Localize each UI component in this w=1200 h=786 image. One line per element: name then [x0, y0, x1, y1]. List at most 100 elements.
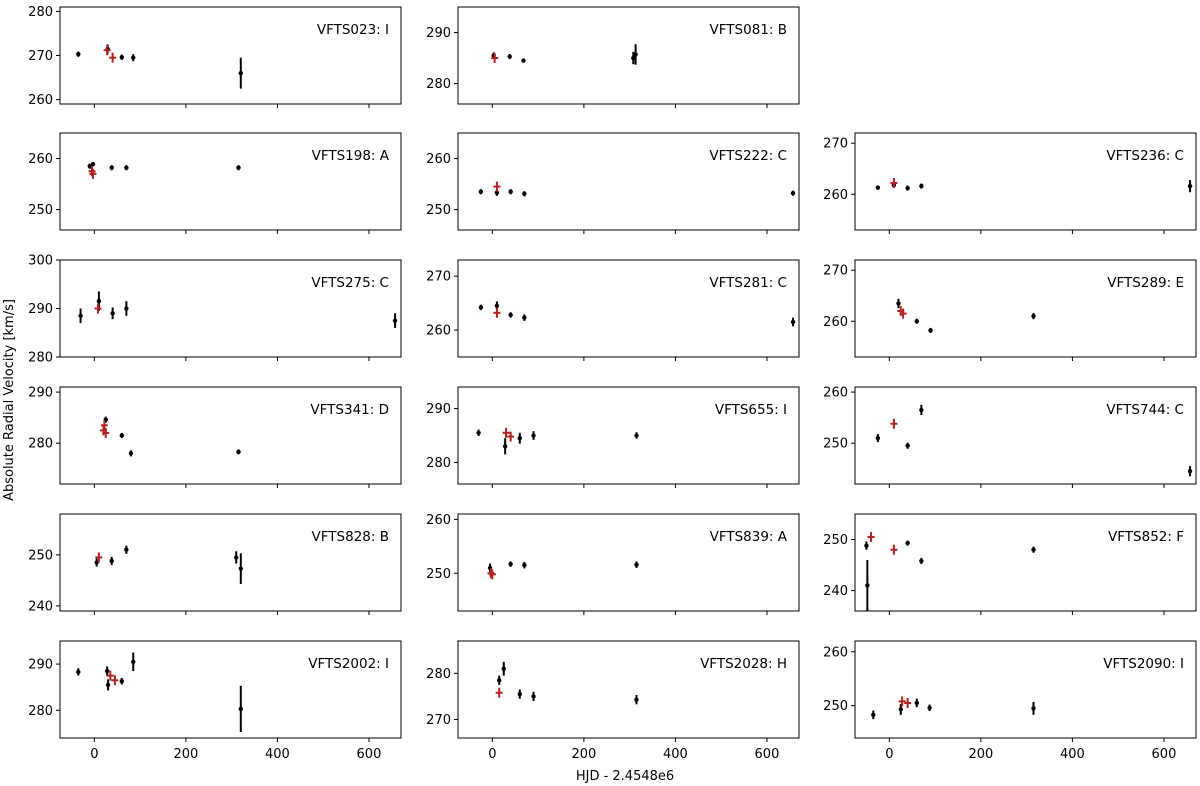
data-point: [631, 55, 636, 61]
panel-label: VFTS852: F: [1108, 529, 1184, 545]
panel-label: VFTS222: C: [709, 148, 787, 164]
panel-frame: [854, 132, 1197, 231]
data-point: [476, 430, 481, 436]
data-point: [501, 666, 506, 671]
data-point: [1187, 183, 1193, 189]
y-tick-label: 270: [28, 49, 53, 64]
data-point: [76, 51, 81, 57]
data-point: [865, 583, 870, 588]
y-tick-label: 280: [28, 5, 53, 20]
data-point: [238, 70, 243, 76]
data-point: [790, 191, 796, 196]
panel-14: 240 250 VFTS852: F: [823, 513, 1197, 615]
y-tick-label: 290: [28, 658, 53, 673]
data-point: [927, 705, 932, 711]
data-point: [494, 190, 500, 195]
panels: 260 270 280 VFTS023: I 280 290 VFTS081: B 250 26…: [28, 5, 1197, 762]
data-point: [128, 451, 134, 456]
data-point: [502, 444, 508, 449]
data-point: [634, 433, 639, 438]
panel-frame: [59, 513, 402, 612]
data-point: [790, 319, 796, 325]
panel-label: VFTS281: C: [709, 275, 787, 291]
panel-frame: [457, 640, 800, 739]
y-tick-label: 280: [426, 456, 451, 471]
panel-frame: [854, 259, 1197, 358]
y-tick-label: 290: [28, 302, 53, 317]
panel-10: 280 290 VFTS655: I: [426, 386, 800, 488]
y-tick-label: 260: [823, 315, 848, 330]
y-tick-label: 290: [426, 402, 451, 417]
data-point: [90, 161, 96, 167]
data-point: [109, 558, 114, 564]
y-tick-label: 240: [823, 584, 848, 599]
y-tick-label: 280: [426, 667, 451, 682]
y-tick-label: 250: [426, 567, 451, 582]
panel-label: VFTS275: C: [311, 275, 389, 291]
data-point: [905, 540, 910, 546]
panel-frame: [457, 513, 800, 612]
data-point: [78, 313, 83, 318]
y-tick-label: 280: [28, 437, 53, 452]
data-point: [234, 555, 239, 560]
y-tick-label: 250: [28, 203, 53, 218]
x-tick-label: 200: [571, 747, 596, 762]
x-tick-label: 600: [755, 747, 780, 762]
x-tick-label: 200: [173, 747, 198, 762]
data-point: [905, 185, 910, 191]
data-point: [87, 163, 92, 169]
panel-label: VFTS198: A: [312, 148, 390, 164]
panel-frame: [457, 6, 800, 105]
data-point: [531, 694, 536, 699]
y-tick-label: 280: [28, 704, 53, 719]
x-tick-label: 600: [1152, 747, 1177, 762]
y-tick-label: 250: [823, 437, 848, 452]
y-tick-label: 250: [426, 203, 451, 218]
panel-frame: [457, 259, 800, 358]
data-point: [119, 433, 124, 438]
y-tick-label: 300: [28, 254, 53, 269]
panel-label: VFTS289: E: [1107, 275, 1184, 291]
data-point: [236, 449, 241, 455]
data-point: [905, 443, 910, 448]
data-point: [871, 712, 876, 718]
x-tick-label: 600: [357, 747, 382, 762]
data-point: [131, 659, 136, 664]
data-point: [109, 165, 114, 170]
y-tick-label: 270: [823, 264, 848, 279]
data-point: [875, 435, 881, 441]
data-point: [238, 566, 243, 571]
data-point: [124, 165, 129, 170]
panel-label: VFTS2002: I: [308, 656, 389, 672]
y-tick-label: 260: [28, 152, 53, 167]
data-point: [496, 678, 502, 683]
panel-label: VFTS2028: H: [700, 656, 787, 672]
data-point: [236, 165, 241, 170]
panel-8: 260 270 VFTS289: E: [823, 259, 1197, 361]
data-point: [517, 435, 522, 441]
x-axis-label: HJD - 2.4548e6: [576, 769, 674, 784]
y-tick-label: 260: [823, 645, 848, 660]
data-point: [124, 547, 129, 552]
data-point: [919, 183, 924, 189]
data-point: [507, 54, 512, 59]
y-tick-label: 240: [28, 599, 53, 614]
y-tick-label: 260: [426, 513, 451, 528]
data-point: [914, 319, 919, 324]
panel-15: 280 290 0 200 400 600 VFTS2002: I: [28, 640, 402, 762]
panel-label: VFTS341: D: [310, 402, 389, 418]
data-point: [875, 185, 881, 190]
data-point: [131, 55, 136, 60]
y-tick-label: 260: [426, 324, 451, 339]
y-tick-label: 290: [28, 386, 53, 401]
data-point: [105, 682, 111, 688]
data-point: [1187, 469, 1193, 474]
data-point: [633, 52, 638, 57]
data-point: [478, 189, 484, 194]
panel-2: 280 290 VFTS081: B: [426, 6, 800, 108]
y-tick-label: 260: [28, 93, 53, 108]
y-tick-label: 250: [28, 548, 53, 563]
data-point: [521, 58, 526, 63]
panel-label: VFTS655: I: [715, 402, 787, 418]
